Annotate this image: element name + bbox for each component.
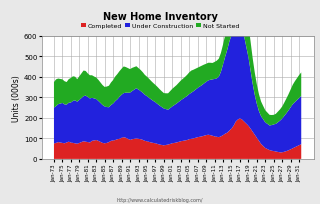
- Text: http://www.calculatedriskblog.com/: http://www.calculatedriskblog.com/: [117, 197, 203, 202]
- Y-axis label: Units (000s): Units (000s): [12, 75, 21, 121]
- Text: New Home Inventory: New Home Inventory: [103, 12, 217, 22]
- Legend: Completed, Under Construction, Not Started: Completed, Under Construction, Not Start…: [78, 21, 242, 32]
